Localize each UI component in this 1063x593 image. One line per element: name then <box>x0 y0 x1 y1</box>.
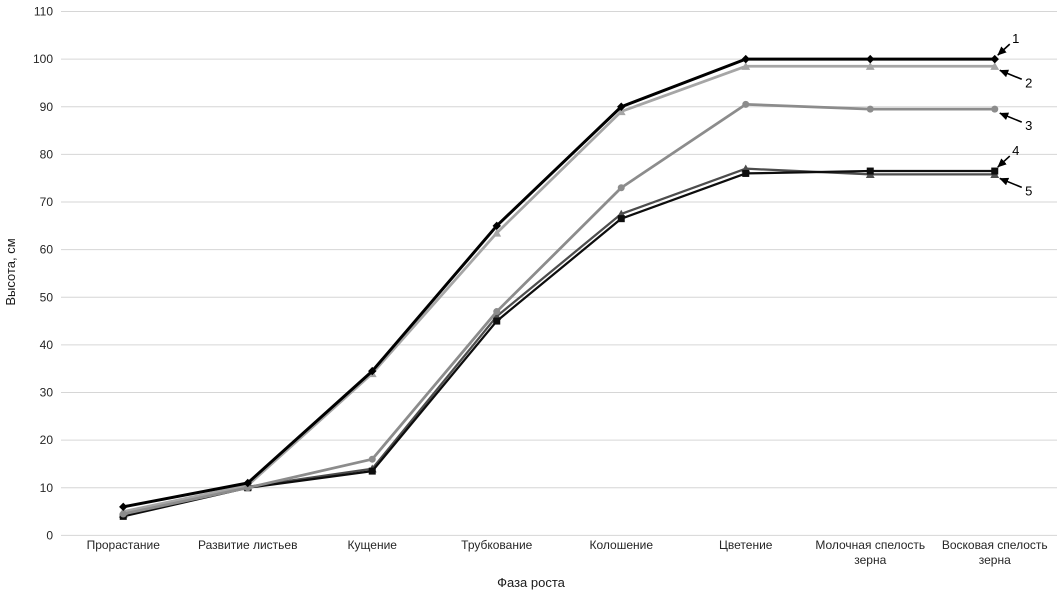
series-1-marker <box>617 102 626 111</box>
series-2-marker <box>990 62 1000 70</box>
y-tick-label: 80 <box>40 147 54 161</box>
annotation-arrow-3 <box>999 112 1023 123</box>
x-category-label: Колошение <box>589 538 653 552</box>
series-line-3 <box>121 102 997 516</box>
series-3-marker <box>493 308 501 316</box>
series-1-marker <box>243 478 252 488</box>
series-line-5 <box>122 167 996 516</box>
series-3 <box>119 100 999 518</box>
series-1 <box>119 54 999 512</box>
series-2-marker <box>616 107 626 116</box>
gridlines <box>61 11 1057 536</box>
y-tick-label: 30 <box>40 386 54 400</box>
x-category-label: зерна <box>854 553 886 567</box>
x-category-label: Трубкование <box>461 538 533 552</box>
y-tick-label: 10 <box>40 481 54 495</box>
x-axis-title: Фаза роста <box>497 575 566 590</box>
x-category-label: Молочная спелость <box>815 538 925 552</box>
annotation-arrow-1 <box>997 43 1011 56</box>
series-4-marker <box>617 215 625 223</box>
series-3-marker <box>866 105 874 113</box>
x-category-label: Прорастание <box>87 538 161 552</box>
series-3-marker <box>991 105 999 113</box>
y-tick-label: 70 <box>40 195 54 209</box>
series-1-marker <box>990 54 999 64</box>
series-lines <box>118 54 1000 520</box>
series-4-marker <box>493 317 501 325</box>
annotation-label-2: 2 <box>1025 75 1032 90</box>
annotation-arrow-4 <box>997 155 1011 168</box>
series-2 <box>118 62 1000 516</box>
y-axis-title: Высота, см <box>3 238 18 305</box>
annotation-label-3: 3 <box>1025 118 1032 133</box>
axis-tick-labels: 0 10 20 30 40 50 60 70 80 90 100 110 Прорастание Разв… <box>33 5 1048 568</box>
series-2-marker <box>741 62 751 70</box>
series-3-marker <box>742 100 750 108</box>
x-category-label: Кущение <box>348 538 398 552</box>
y-tick-label: 60 <box>40 243 54 257</box>
series-4-marker <box>742 169 750 177</box>
x-category-label: Восковая спелость <box>942 538 1048 552</box>
series-1-marker <box>741 54 750 64</box>
y-tick-label: 90 <box>40 100 54 114</box>
series-4 <box>119 167 999 520</box>
series-3-marker <box>244 484 252 492</box>
x-category-label: Цветение <box>719 538 773 552</box>
annotation-label-4: 4 <box>1012 143 1019 158</box>
series-line-2 <box>121 64 997 513</box>
annotation-arrow-5 <box>999 177 1023 189</box>
y-tick-label: 50 <box>40 290 54 304</box>
y-tick-label: 100 <box>33 52 53 66</box>
series-3-marker <box>119 510 127 518</box>
series-1-marker <box>119 502 128 512</box>
series-4-marker <box>368 467 376 475</box>
y-tick-label: 20 <box>40 433 54 447</box>
series-2-marker <box>492 228 502 237</box>
series-line-4 <box>122 169 996 518</box>
series-4-marker <box>866 167 874 175</box>
x-category-label: зерна <box>979 553 1011 567</box>
series-4-marker <box>991 167 999 175</box>
series-3-marker <box>617 184 625 192</box>
series-5 <box>118 164 1000 518</box>
y-tick-label: 40 <box>40 338 54 352</box>
annotation-label-1: 1 <box>1012 31 1019 46</box>
series-1-marker <box>866 54 875 64</box>
x-category-label: Развитие листьев <box>198 538 297 552</box>
annotation-label-5: 5 <box>1025 183 1032 198</box>
series-1-marker <box>492 221 501 231</box>
series-line-1 <box>121 57 997 509</box>
series-annotations: 1 2 34 5 <box>997 31 1032 198</box>
y-tick-label: 110 <box>34 5 53 19</box>
y-tick-label: 0 <box>46 528 53 542</box>
series-1-marker <box>368 366 377 376</box>
series-3-marker <box>368 455 376 463</box>
annotation-arrow-2 <box>999 69 1023 81</box>
series-2-marker <box>865 62 875 70</box>
